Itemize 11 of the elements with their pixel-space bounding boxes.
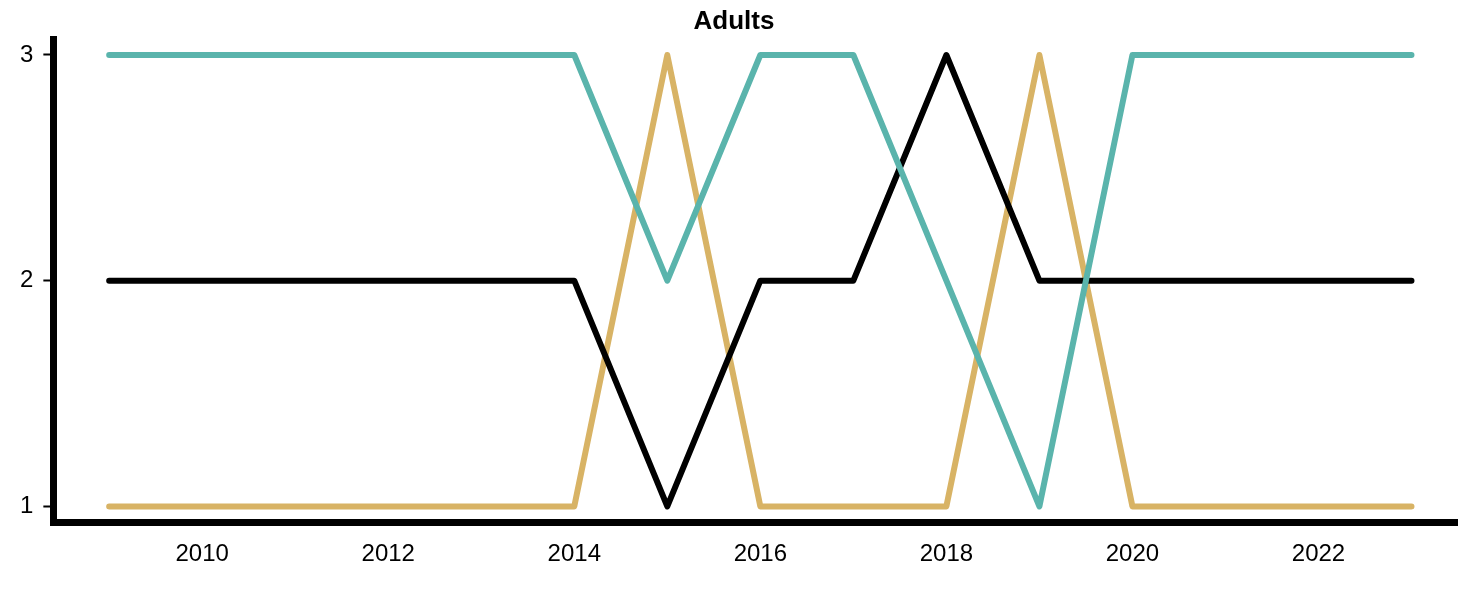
x-tick-label: 2022 — [1291, 539, 1346, 567]
x-tick-label: 2020 — [1105, 539, 1160, 567]
chart-title: Adults — [693, 4, 775, 35]
x-tick-label: 2018 — [919, 539, 974, 567]
y-tick-label: 1 — [19, 491, 34, 519]
x-tick-label: 2014 — [547, 539, 601, 567]
y-tick-label: 3 — [19, 39, 34, 67]
x-tick-label: 2012 — [361, 539, 415, 567]
x-tick-label: 2016 — [733, 539, 788, 567]
y-tick-label: 2 — [19, 265, 34, 293]
x-tick-label: 2010 — [175, 539, 229, 567]
